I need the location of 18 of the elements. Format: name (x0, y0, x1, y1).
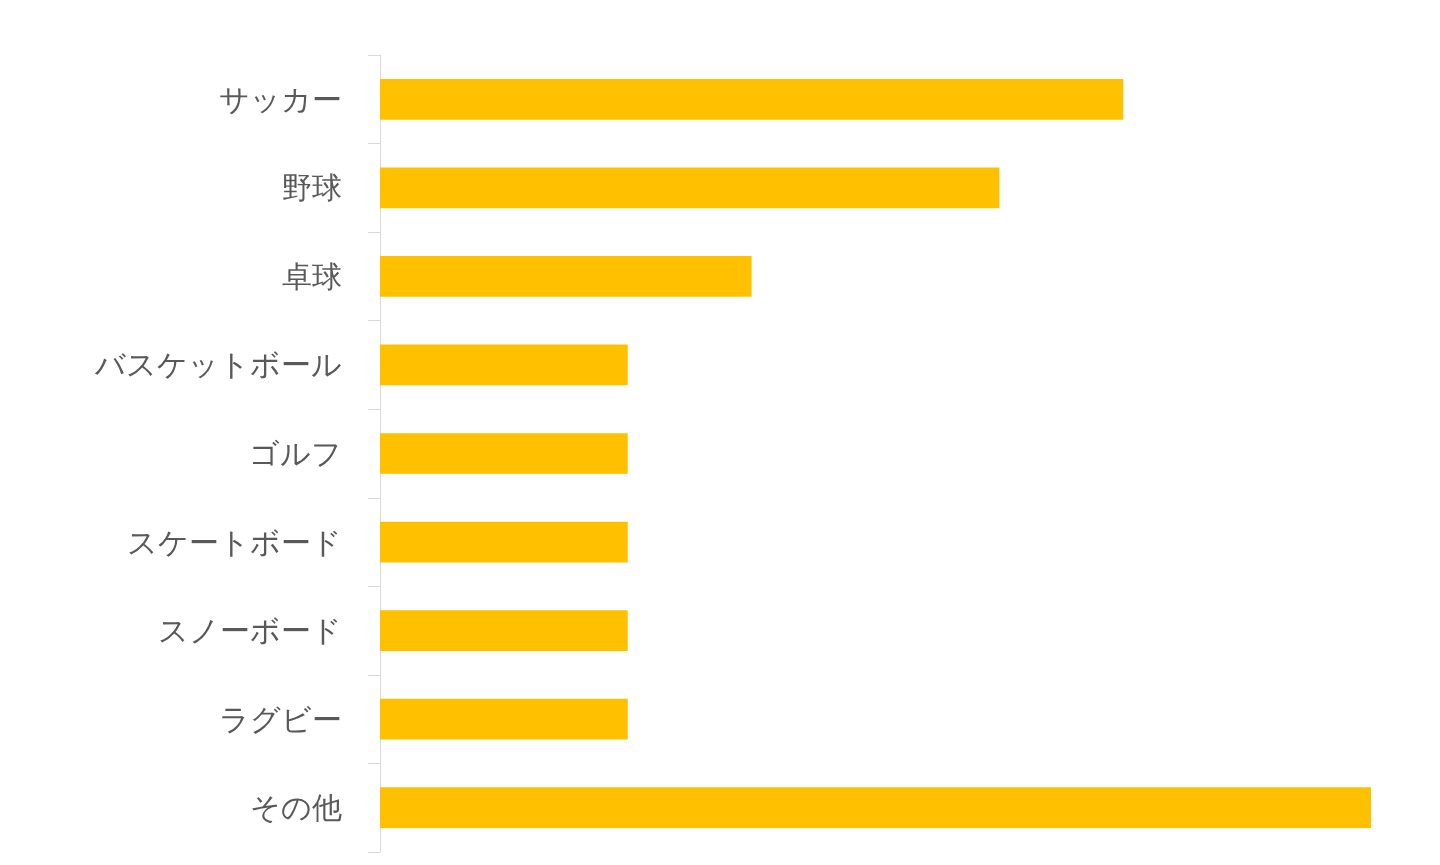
bar (380, 256, 752, 297)
bar (380, 698, 628, 740)
bar (380, 78, 1124, 120)
y-tick-label: ゴルフ (249, 436, 342, 471)
y-tick-label: 野球 (282, 170, 342, 206)
bar (380, 433, 628, 474)
y-tick-label: スケートボード (127, 524, 342, 560)
y-tick-label: その他 (250, 790, 342, 826)
y-tick-label: バスケットボール (94, 347, 342, 383)
bar (380, 167, 1000, 209)
y-tick-label: 卓球 (282, 258, 342, 294)
y-tick-label: サッカー (219, 81, 342, 117)
bar (380, 787, 1371, 829)
bar (380, 610, 628, 651)
y-tick-label: ラグビー (219, 701, 342, 737)
y-tick-label: スノーボード (158, 613, 342, 649)
bar (380, 521, 628, 563)
bar (380, 344, 628, 386)
